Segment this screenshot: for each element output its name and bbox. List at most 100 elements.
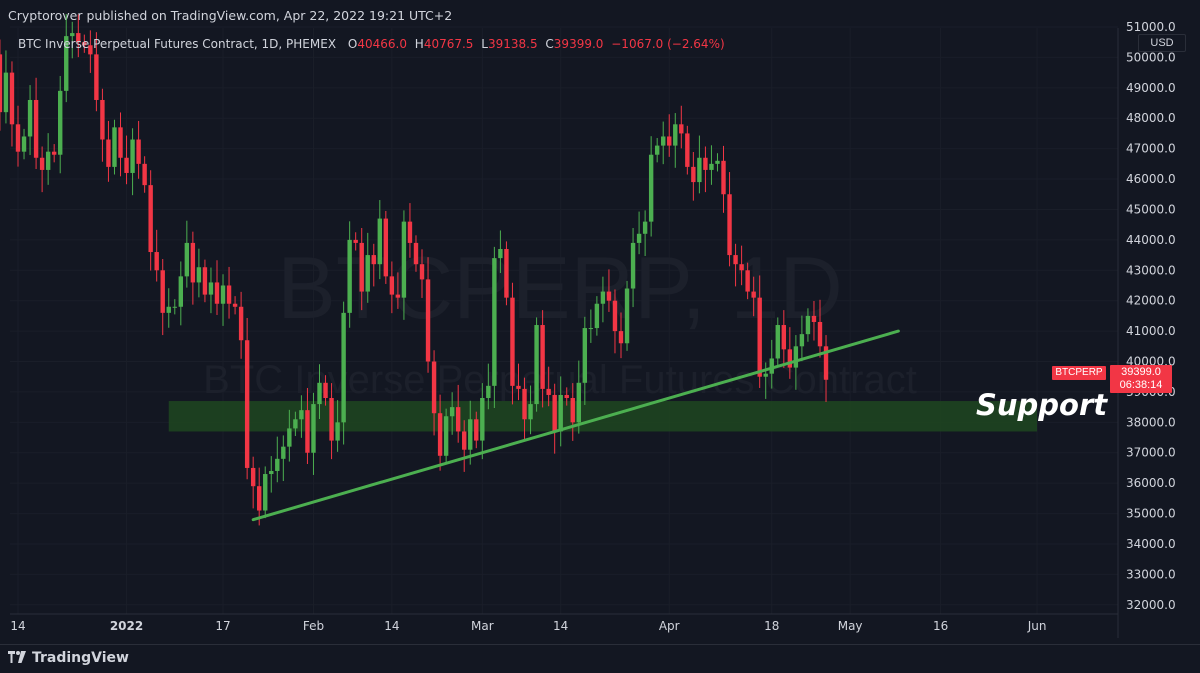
candle-body — [154, 252, 159, 271]
candle-body — [250, 467, 256, 487]
candle-body — [15, 124, 21, 152]
candle-body — [106, 139, 111, 167]
currency-button[interactable]: USD — [1138, 34, 1186, 52]
candle-body — [118, 127, 123, 158]
candle-body — [293, 419, 298, 429]
candle-body — [269, 470, 274, 475]
price-tick-label: 47000.0 — [1126, 142, 1176, 156]
change-value: −1067.0 (−2.64%) — [611, 37, 725, 51]
candle-body — [787, 349, 793, 368]
candle-body — [534, 325, 539, 405]
candle-body — [238, 306, 244, 341]
candle-body — [799, 334, 805, 347]
price-tick-label: 35000.0 — [1126, 507, 1176, 521]
candle-body — [811, 315, 817, 322]
candle-body — [443, 416, 449, 456]
candle-body — [648, 154, 654, 222]
candle-body — [588, 328, 594, 330]
low-label: L — [481, 37, 488, 51]
candle-body — [419, 264, 425, 280]
price-tick-label: 46000.0 — [1126, 172, 1176, 186]
candle-body — [184, 242, 190, 277]
candle-body — [27, 99, 33, 137]
candle-body — [202, 267, 208, 295]
candle-body — [371, 255, 376, 265]
ticker-badge: BTCPERP — [1052, 366, 1106, 380]
candle-body — [757, 297, 762, 377]
candle-body — [721, 160, 726, 195]
candle-body — [492, 258, 497, 386]
candle-body — [172, 306, 177, 308]
footer: TradingView — [0, 644, 1200, 673]
candle-body — [642, 221, 648, 234]
tradingview-logo[interactable]: TradingView — [8, 650, 129, 666]
candle-body — [124, 157, 129, 173]
price-tick-label: 44000.0 — [1126, 233, 1176, 247]
time-tick-label: Mar — [471, 619, 494, 633]
time-tick-label: 16 — [933, 619, 948, 633]
candle-body — [395, 294, 401, 298]
candle-body — [58, 90, 63, 155]
candle-body — [311, 404, 316, 453]
candle-body — [817, 321, 823, 347]
candle-body — [455, 407, 461, 432]
candle-body — [745, 270, 750, 292]
time-tick-label: Jun — [1027, 619, 1047, 633]
candle-body — [160, 270, 165, 313]
candle-body — [703, 157, 708, 170]
candle-body — [727, 194, 732, 256]
candle-body — [244, 340, 250, 468]
price-axis[interactable]: 51000.0 50000.0 49000.0 48000.0 47000.0 46000… — [1126, 20, 1176, 612]
candle-body — [437, 413, 443, 456]
candle-body — [263, 474, 268, 511]
candle-body — [474, 419, 479, 441]
candle-body — [691, 166, 696, 183]
candle-body — [709, 163, 714, 170]
candle-body — [299, 410, 304, 420]
candle-body — [468, 419, 473, 450]
candle-body — [70, 33, 75, 37]
candle-body — [39, 157, 45, 170]
candle-body — [64, 36, 69, 91]
candle-body — [226, 285, 232, 304]
candle-body — [673, 124, 678, 146]
open-label: O — [347, 37, 358, 51]
time-tick-label: Feb — [303, 619, 324, 633]
candle-body — [576, 382, 581, 423]
candle-body — [347, 239, 352, 313]
candle-body — [383, 218, 389, 277]
candle-body — [88, 45, 93, 55]
footer-brand: TradingView — [32, 650, 129, 666]
candle-body — [540, 325, 545, 389]
candle-body — [504, 248, 509, 298]
chart-plot-area — [10, 28, 1118, 638]
candle-body — [196, 267, 202, 283]
candle-body — [582, 328, 588, 383]
candle-body — [33, 99, 39, 158]
support-label: Support — [976, 388, 1108, 422]
support-trendline[interactable] — [251, 329, 900, 522]
time-tick-label: 2022 — [110, 619, 143, 633]
candle-body — [769, 358, 774, 374]
tradingview-icon — [8, 651, 26, 663]
candle-body — [751, 291, 756, 298]
last-price-label: 39399.0 06:38:14 — [1110, 365, 1172, 393]
high-value: 40767.5 — [423, 37, 474, 51]
candle-body — [317, 382, 322, 405]
candle-body — [739, 264, 744, 271]
candle-body — [558, 394, 563, 432]
candle-body — [9, 72, 15, 125]
candle-body — [112, 127, 117, 167]
grid-lines — [10, 26, 1118, 614]
candle-body — [136, 139, 141, 164]
candle-body — [220, 285, 226, 304]
symbol-name: BTC Inverse Perpetual Futures Contract, … — [18, 37, 337, 51]
candle-body — [281, 446, 286, 459]
candle-body — [793, 346, 799, 368]
time-axis[interactable]: 14 2022 17 Feb 14 Mar 14 Apr 18 May 16 Jun — [10, 619, 1046, 633]
candle-body — [606, 291, 612, 301]
candle-body — [564, 394, 569, 399]
candle-body — [667, 136, 672, 146]
publisher-line: Cryptorover published on TradingView.com… — [8, 8, 453, 23]
